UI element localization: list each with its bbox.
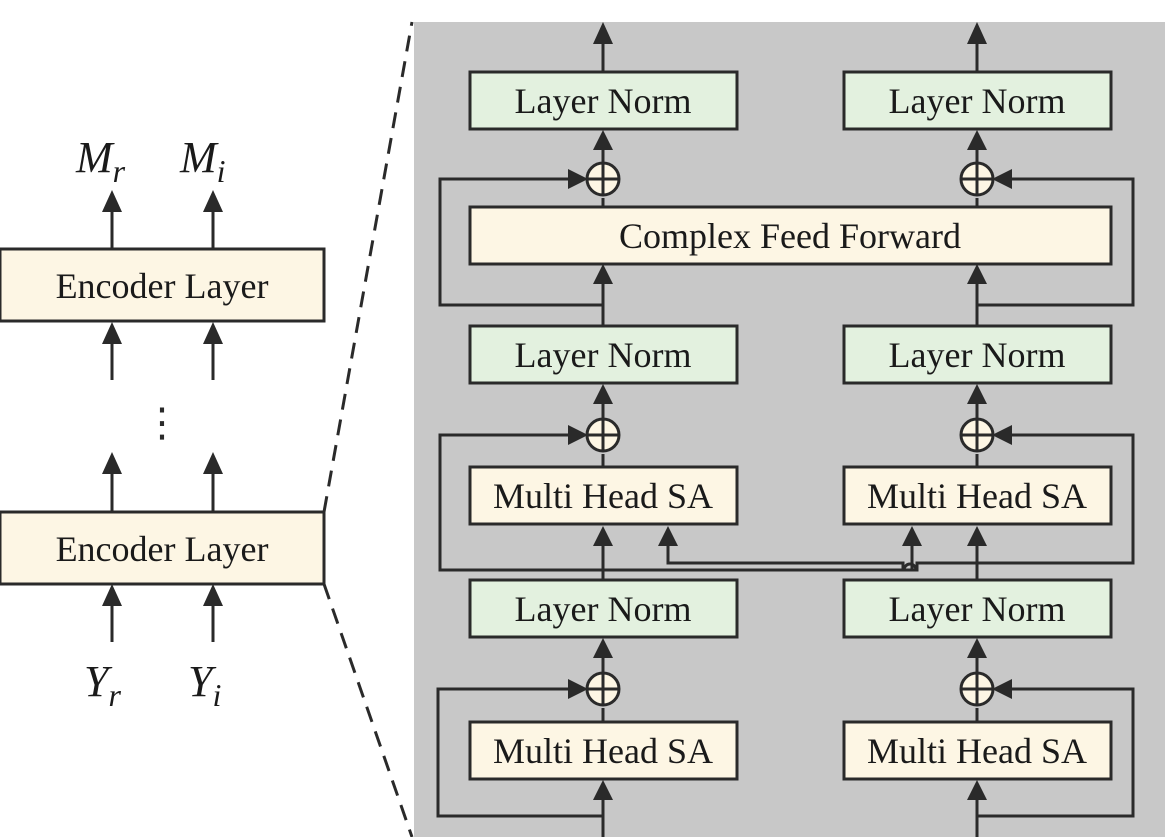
multi-head-sa-lower-left [468, 720, 739, 781]
multi-head-sa-lower-right [842, 720, 1113, 781]
encoder-layer-bottom-label: Encoder Layer [56, 529, 269, 569]
layer-norm-low-left-label: Layer Norm [515, 589, 692, 629]
arrowhead [593, 384, 613, 404]
input-label-real: Yr [84, 657, 121, 713]
mhsa-upper-residual-left [438, 433, 603, 572]
adder-mhsa-upper-right [959, 417, 995, 453]
layer-norm-top-left-label: Layer Norm [515, 81, 692, 121]
arrowhead [203, 322, 223, 344]
multi-head-sa-upper-left [468, 465, 739, 526]
layer-norm-mid-left-label: Layer Norm [515, 335, 692, 375]
arrowhead [967, 130, 987, 150]
layer-norm-top-right [842, 70, 1113, 131]
arrowhead [568, 169, 588, 189]
input-label-imag: Yi [188, 657, 221, 713]
arrowhead [203, 584, 223, 606]
arrowhead [967, 526, 987, 546]
arrowhead [992, 169, 1012, 189]
adder-ff-left [585, 161, 621, 197]
cross-connection-left-to-right [603, 532, 918, 572]
arrowhead [593, 264, 613, 284]
detail-panel [414, 22, 1165, 837]
arrowhead [568, 425, 588, 445]
multi-head-sa-upper-right [842, 465, 1113, 526]
adder-mhsa-lower-right [959, 671, 995, 707]
output-label-imag: Mi [179, 133, 226, 189]
arrowhead [102, 452, 122, 474]
arrowhead [102, 584, 122, 606]
arrowhead [967, 780, 987, 800]
layer-norm-mid-left [468, 324, 739, 385]
arrowhead [967, 638, 987, 658]
arrowhead [568, 679, 588, 699]
arrowhead [593, 638, 613, 658]
layer-norm-top-left [468, 70, 739, 131]
mhsa-lower-residual-left [436, 687, 603, 818]
adder-mhsa-upper-left [585, 417, 621, 453]
multi-head-sa-upper-left-label: Multi Head SA [493, 476, 713, 516]
layer-norm-top-right-label: Layer Norm [889, 81, 1066, 121]
arrowhead [593, 780, 613, 800]
adder-mhsa-lower-left [585, 671, 621, 707]
arrowhead [967, 384, 987, 404]
arrowhead [102, 322, 122, 344]
layer-norm-low-left [468, 578, 739, 639]
arrowhead [967, 22, 987, 44]
arrowhead [658, 526, 678, 546]
mhsa-upper-residual-right [977, 433, 1135, 565]
arrowhead [992, 425, 1012, 445]
layer-norm-mid-right [842, 324, 1113, 385]
encoder-layer-bottom [0, 510, 326, 586]
arrowhead [593, 526, 613, 546]
complex-feed-forward-label: Complex Feed Forward [619, 216, 961, 256]
left-arrowheads [102, 190, 223, 606]
ellipsis: ⋮ [142, 400, 182, 446]
ff-residual-right [977, 177, 1135, 307]
arrowhead [593, 130, 613, 150]
multi-head-sa-upper-right-label: Multi Head SA [867, 476, 1087, 516]
encoder-layer-top-label: Encoder Layer [56, 266, 269, 306]
arrowhead [902, 526, 922, 546]
zoom-line-bottom [322, 583, 414, 837]
ff-residual-left [438, 177, 603, 307]
layer-norm-low-right-label: Layer Norm [889, 589, 1066, 629]
arrowhead [593, 22, 613, 44]
arrowhead [203, 190, 223, 212]
arrowhead [967, 264, 987, 284]
arrowhead [203, 452, 223, 474]
layer-norm-low-right [842, 578, 1113, 639]
encoder-stack [110, 196, 215, 642]
arrowhead [992, 679, 1012, 699]
encoder-layer-top [0, 247, 326, 323]
layer-norm-mid-right-label: Layer Norm [889, 335, 1066, 375]
detail-arrowheads [568, 22, 1012, 800]
output-label-real: Mr [75, 133, 126, 189]
adder-ff-right [959, 161, 995, 197]
complex-feed-forward [468, 205, 1113, 266]
arrowhead [102, 190, 122, 212]
detail-boxes [468, 70, 1113, 781]
multi-head-sa-lower-left-label: Multi Head SA [493, 731, 713, 771]
zoom-line-top [322, 21, 414, 513]
adders [585, 161, 995, 707]
multi-head-sa-lower-right-label: Multi Head SA [867, 731, 1087, 771]
mhsa-lower-residual-right [977, 687, 1135, 818]
